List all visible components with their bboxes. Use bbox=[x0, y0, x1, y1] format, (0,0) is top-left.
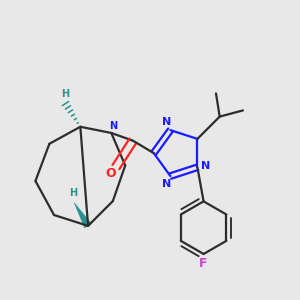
Text: N: N bbox=[162, 179, 171, 189]
Text: N: N bbox=[200, 161, 210, 171]
Text: N: N bbox=[109, 121, 117, 131]
Text: H: H bbox=[70, 188, 78, 198]
Text: N: N bbox=[162, 117, 171, 128]
Polygon shape bbox=[74, 202, 92, 228]
Text: H: H bbox=[61, 89, 69, 99]
Text: F: F bbox=[199, 257, 208, 270]
Text: O: O bbox=[105, 167, 116, 180]
